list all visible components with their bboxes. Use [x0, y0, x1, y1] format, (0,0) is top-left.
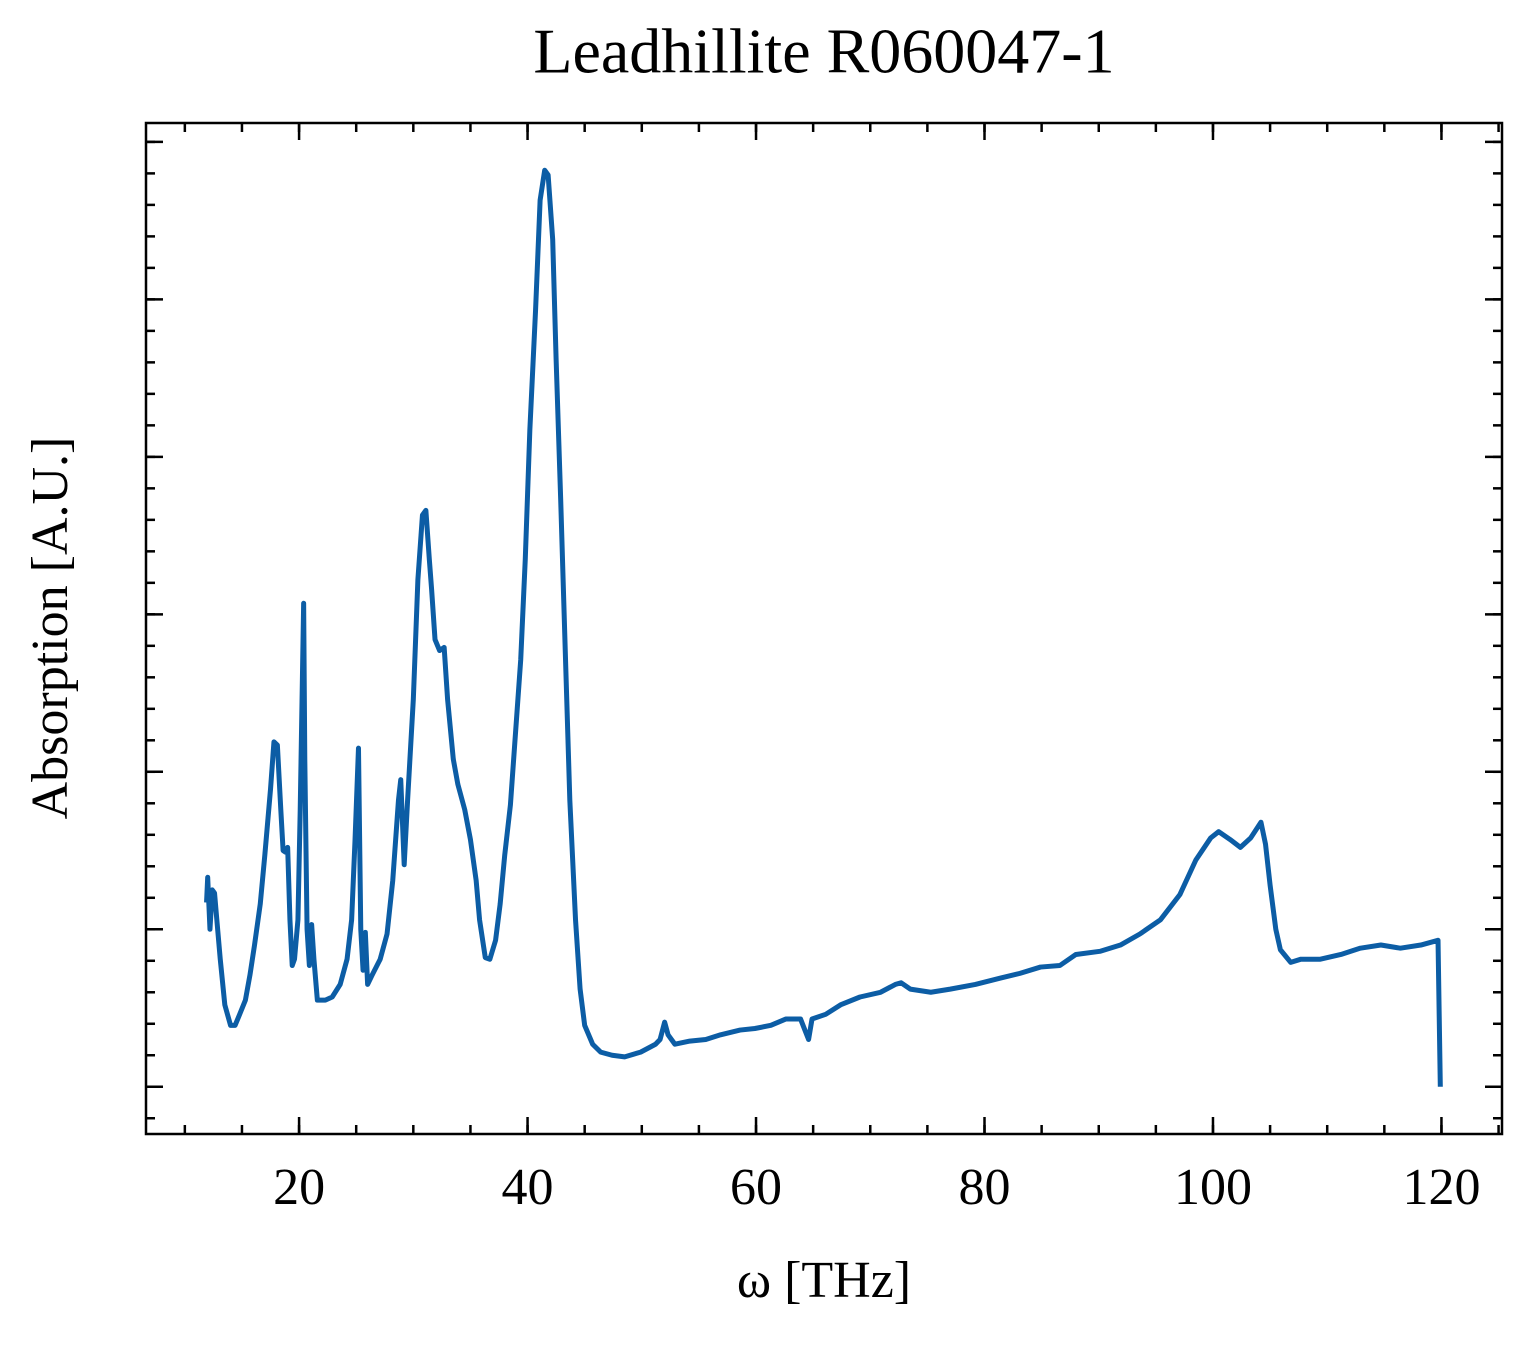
x-tick-label: 80 — [959, 1159, 1011, 1216]
x-tick-label: 100 — [1174, 1159, 1252, 1216]
plot-frame — [144, 121, 1504, 1136]
x-tick-label: 120 — [1402, 1159, 1480, 1216]
x-tick-label: 60 — [730, 1159, 782, 1216]
x-tick-label: 20 — [273, 1159, 325, 1216]
chart-title: Leadhillite R060047-1 — [533, 16, 1114, 87]
x-tick-label: 40 — [502, 1159, 554, 1216]
x-axis-label: ω [THz] — [737, 1252, 911, 1309]
line-series — [204, 167, 1443, 1087]
y-axis-label: Absorption [A.U.] — [22, 437, 79, 820]
